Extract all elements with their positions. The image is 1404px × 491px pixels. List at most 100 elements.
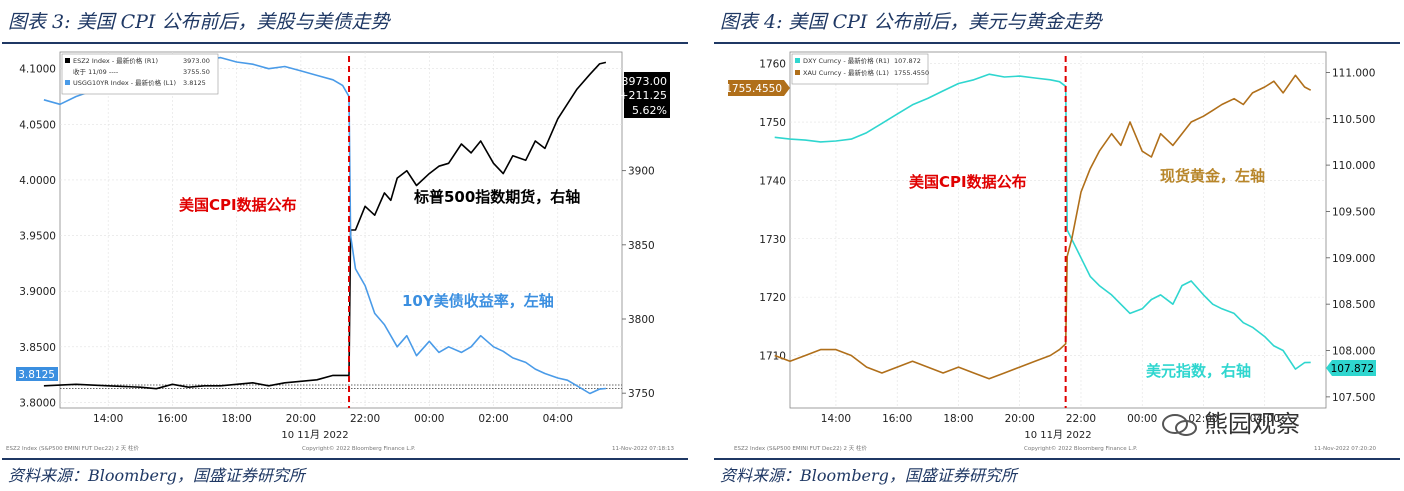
- wechat-icon: [1162, 414, 1197, 436]
- last-value-badge: 3973.00 +211.25 5.62%: [619, 72, 670, 118]
- annotation-gold: 现货黄金，左轴: [1160, 167, 1265, 185]
- x-tick-label: 00:00: [414, 413, 444, 425]
- annotation-cpi: 美国CPI数据公布: [909, 173, 1027, 191]
- date-label: 10 11月 2022: [1024, 429, 1091, 441]
- series-line-esz2-index: [43, 61, 607, 390]
- axis-ticks: 14:00 16:00 18:00 20:00 22:00 00:00 02:00 04:00…: [759, 59, 1375, 425]
- y-right-tick-label: 110.000: [1332, 160, 1375, 172]
- x-tick-label: 18:00: [221, 413, 251, 425]
- legend-entry-bond: USGG10YR Index - 最新价格 (L1): [73, 78, 176, 87]
- footer-center: Copyright© 2022 Bloomberg Finance L.P.: [1024, 445, 1138, 452]
- right-axis-badge: 107.872: [1326, 360, 1376, 376]
- x-tick-label: 02:00: [478, 413, 508, 425]
- series-lines: [774, 56, 1312, 408]
- annotation-bond: 10Y美债收益率，左轴: [402, 292, 554, 310]
- y-left-tick-label: 1740: [759, 175, 786, 187]
- y-right-tick-label: 108.500: [1332, 299, 1375, 311]
- watermark-logo: 熊园观察: [1160, 404, 1300, 439]
- source-note: 资料来源：Bloomberg，国盛证券研究所: [720, 466, 1017, 485]
- y-left-tick-label: 4.0000: [19, 175, 56, 187]
- x-tick-label: 20:00: [1005, 413, 1035, 425]
- y-left-tick-label: 4.1000: [19, 64, 56, 76]
- x-tick-label: 22:00: [350, 413, 380, 425]
- legend-entry-gold: XAU Curncy - 最新价格 (L1): [803, 68, 889, 77]
- legend-entry-dxy: DXY Curncy - 最新价格 (R1): [803, 56, 890, 65]
- sp500-bond-chart: 14:00 16:00 18:00 20:00 22:00 00:00 02:00 04:00…: [6, 51, 675, 452]
- footer-right: 11-Nov-2022 07:20:20: [1314, 446, 1377, 452]
- legend-value-gold: 1755.4550: [894, 69, 929, 77]
- x-tick-label: 16:00: [157, 413, 187, 425]
- footer-center: Copyright© 2022 Bloomberg Finance L.P.: [302, 445, 416, 452]
- legend-swatch-dxy: [795, 58, 800, 63]
- x-tick-label: 02:00: [1188, 413, 1218, 425]
- x-tick-label: 14:00: [821, 413, 851, 425]
- legend-box: [791, 53, 929, 85]
- legend-box: [61, 53, 219, 95]
- source-note: 资料来源：Bloomberg，国盛证券研究所: [8, 466, 305, 485]
- x-tick-label: 22:00: [1066, 413, 1096, 425]
- y-right-tick-label: 110.500: [1332, 114, 1375, 126]
- series-line-xau-curncy: [774, 74, 1312, 380]
- figure-4-panel: 图表 4: 美国 CPI 公布前后，美元与黄金走势 14:00 16:00 18:0…: [714, 0, 1402, 491]
- y-right-tick-label: 109.000: [1332, 253, 1375, 265]
- source-rule: [714, 458, 1400, 460]
- legend-value-dxy: 107.872: [894, 57, 921, 65]
- y-right-tick-label: 3800: [628, 314, 655, 326]
- figure-4-title: 图表 4: 美国 CPI 公布前后，美元与黄金走势: [720, 11, 1102, 33]
- figure-3-panel: 图表 3: 美国 CPI 公布前后，美股与美债走势 14:00 16:00 18:0…: [2, 0, 690, 491]
- legend-value-bond: 3.8125: [183, 79, 206, 87]
- y-left-tick-label: 3.8500: [19, 342, 56, 354]
- y-left-tick-label: 1710: [759, 350, 786, 362]
- badge-change-pct: 5.62%: [632, 104, 667, 117]
- legend-swatch-sp: [65, 58, 70, 63]
- left-axis-badge: 3.8125: [16, 367, 58, 381]
- badge-change: +211.25: [619, 89, 667, 102]
- x-tick-label: 04:00: [543, 413, 573, 425]
- plot-area: [59, 51, 623, 409]
- y-left-tick-label: 1750: [759, 117, 786, 129]
- x-tick-label: 04:00: [1250, 413, 1280, 425]
- x-tick-label: 20:00: [286, 413, 316, 425]
- y-left-tick-label: 3.8000: [19, 397, 56, 409]
- series-line-dxy-curncy: [774, 73, 1311, 370]
- plot-area: [789, 51, 1327, 409]
- y-left-tick-label: 1760: [759, 59, 786, 71]
- footer-left: ESZ2 Index (S&P500 EMINI FUT Dec22) 2 天 …: [734, 444, 868, 452]
- x-tick-label: 16:00: [882, 413, 912, 425]
- left-axis-badge: 1755.4550: [725, 80, 790, 96]
- y-right-tick-label: 111.000: [1332, 67, 1375, 79]
- y-left-tick-label: 3.9000: [19, 286, 56, 298]
- x-tick-label: 00:00: [1127, 413, 1157, 425]
- source-rule: [2, 458, 688, 460]
- date-label: 10 11月 2022: [281, 429, 348, 441]
- footer-left: ESZ2 Index (S&P500 EMINI FUT Dec22) 2 天 …: [6, 444, 140, 452]
- legend-entry-sp: ESZ2 Index - 最新价格 (R1): [73, 56, 158, 65]
- y-left-tick-label: 4.0500: [19, 119, 56, 131]
- axis-ticks: 14:00 16:00 18:00 20:00 22:00 00:00 02:00 04:00…: [19, 64, 654, 425]
- x-tick-label: 18:00: [943, 413, 973, 425]
- y-right-tick-label: 107.500: [1332, 392, 1375, 404]
- legend-entry-close: 收于 11/09 ----: [73, 67, 119, 76]
- annotation-sp500: 标普500指数期货，右轴: [413, 188, 580, 206]
- legend-swatch-bond: [65, 80, 70, 85]
- dxy-gold-chart: 14:00 16:00 18:00 20:00 22:00 00:00 02:00 04:00…: [725, 51, 1377, 452]
- legend-value-close: 3755.50: [183, 68, 210, 76]
- annotation-cpi: 美国CPI数据公布: [179, 196, 297, 214]
- y-right-tick-label: 3850: [628, 240, 655, 252]
- y-left-tick-label: 1730: [759, 234, 786, 246]
- y-right-tick-label: 3750: [628, 388, 655, 400]
- footer-right: 11-Nov-2022 07:18:13: [612, 446, 675, 452]
- annotation-dxy: 美元指数，右轴: [1146, 362, 1251, 380]
- badge-bond-value: 3.8125: [18, 369, 55, 381]
- y-left-tick-label: 3.9500: [19, 231, 56, 243]
- badge-dxy-value: 107.872: [1331, 363, 1374, 375]
- title-rule: [2, 42, 688, 44]
- figure-3-title: 图表 3: 美国 CPI 公布前后，美股与美债走势: [8, 11, 390, 33]
- badge-last-price: 3973.00: [622, 75, 668, 88]
- y-right-tick-label: 3900: [628, 166, 655, 178]
- legend-swatch-gold: [795, 70, 800, 75]
- y-right-tick-label: 109.500: [1332, 206, 1375, 218]
- badge-gold-value: 1755.4550: [725, 83, 782, 95]
- y-left-tick-label: 1720: [759, 292, 786, 304]
- x-tick-label: 14:00: [93, 413, 123, 425]
